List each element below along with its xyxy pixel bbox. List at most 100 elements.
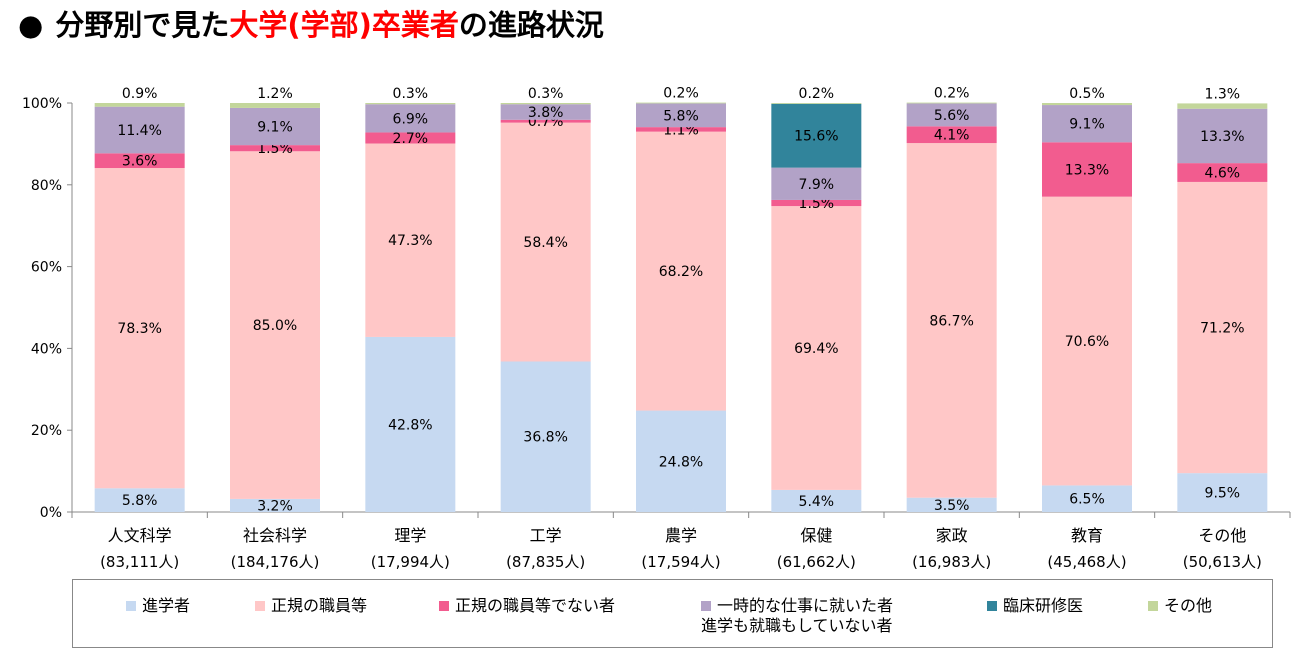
category-label: 社会科学 xyxy=(243,526,307,545)
chart-title: ● 分野別で見た大学(学部)卒業者の進路状況 xyxy=(18,2,604,48)
bar-segment xyxy=(906,102,997,104)
bar-segment xyxy=(906,103,997,127)
bar-segment xyxy=(906,143,997,498)
data-label: 9.1% xyxy=(257,120,293,136)
bar-segment xyxy=(365,143,456,337)
legend-item: 正規の職員等 xyxy=(255,596,367,616)
legend-swatch xyxy=(1148,601,1158,611)
category-count-label: (45,468人) xyxy=(1047,553,1126,571)
bar-segment xyxy=(771,167,862,200)
bar-segment xyxy=(636,410,726,512)
data-label: 1.2% xyxy=(257,86,293,102)
data-label: 3.2% xyxy=(257,498,293,514)
stacked-bar-chart: 0% 20% 40% 60% 80% 100% 5.8% 78.3% 3.6% 11.4% 0.9%… xyxy=(22,86,1291,571)
bar-segment xyxy=(1042,485,1132,512)
data-label: 11.4% xyxy=(117,123,161,139)
category-count-label: (83,111人) xyxy=(100,553,179,571)
bar-segment xyxy=(636,131,726,411)
data-label: 42.8% xyxy=(388,417,432,433)
data-label: 5.8% xyxy=(663,108,699,124)
bar-segment xyxy=(230,107,320,146)
category-label: 家政 xyxy=(936,526,968,545)
bar-segment xyxy=(771,489,862,512)
legend-swatch xyxy=(126,601,136,611)
bar-segment xyxy=(365,103,456,105)
title-part-3: の進路状況 xyxy=(458,8,604,42)
category-count-label: (17,594人) xyxy=(641,553,720,571)
bar-segment xyxy=(94,168,185,489)
bar-segment xyxy=(1042,142,1132,197)
data-label: 6.5% xyxy=(1069,492,1105,508)
data-label: 3.6% xyxy=(122,154,158,170)
bar-segment xyxy=(1042,196,1132,486)
data-label: 0.5% xyxy=(1069,86,1105,102)
data-label: 1.3% xyxy=(1205,86,1241,102)
data-label: 36.8% xyxy=(523,430,567,446)
bar-segment xyxy=(1177,103,1268,109)
bar-segment xyxy=(1177,181,1268,474)
bar-segment xyxy=(906,497,997,512)
data-label: 4.6% xyxy=(1205,166,1241,182)
legend-item: 進学者 xyxy=(126,596,190,616)
data-label: 0.2% xyxy=(663,86,699,102)
bar-segment xyxy=(1042,103,1132,106)
legend-swatch xyxy=(987,601,997,611)
legend-item: 臨床研修医 xyxy=(987,596,1083,616)
bar-segment xyxy=(230,498,320,512)
data-label: 85.0% xyxy=(253,318,297,334)
data-label: 2.7% xyxy=(393,131,429,147)
bar-segment xyxy=(636,103,726,128)
data-label: 24.8% xyxy=(659,454,703,470)
legend-label: 臨床研修医 xyxy=(1003,596,1084,615)
bar-segment xyxy=(771,103,862,104)
legend-item: その他 xyxy=(1148,596,1212,616)
data-label: 47.3% xyxy=(388,233,432,249)
bar-segment xyxy=(94,488,185,512)
bar-segment xyxy=(500,103,591,105)
data-label: 68.2% xyxy=(659,264,703,280)
category-label: 教育 xyxy=(1071,526,1103,545)
bar-segment xyxy=(500,361,591,512)
data-label: 70.6% xyxy=(1065,334,1109,350)
legend-label: 正規の職員等でない者 xyxy=(455,596,616,615)
y-tick-label: 20% xyxy=(31,423,62,439)
bar-segment xyxy=(1177,473,1268,512)
bar-segment xyxy=(230,151,320,499)
category-label: 理学 xyxy=(394,526,426,545)
bar-segment xyxy=(230,145,320,152)
legend-label: 進学者 xyxy=(142,596,191,615)
data-label: 4.1% xyxy=(934,128,970,144)
data-label: 9.1% xyxy=(1069,117,1105,133)
data-label: 0.2% xyxy=(934,86,970,102)
y-tick-label: 100% xyxy=(22,96,62,112)
legend-swatch xyxy=(439,601,449,611)
data-label: 3.8% xyxy=(528,105,564,121)
data-label: 0.3% xyxy=(393,86,429,102)
category-count-label: (50,613人) xyxy=(1183,553,1262,571)
legend-label: 進学も就職もしていない者 xyxy=(701,616,893,635)
bar-segment xyxy=(1177,108,1268,164)
data-label: 58.4% xyxy=(523,235,567,251)
bar-segment xyxy=(1177,163,1268,182)
bar-segment xyxy=(365,104,456,133)
data-label: 69.4% xyxy=(794,341,838,357)
y-tick-label: 80% xyxy=(31,178,62,194)
bar-segment xyxy=(636,127,726,132)
bar-segment xyxy=(94,106,185,154)
bar-segment xyxy=(94,153,185,169)
title-part-highlight: 大学(学部)卒業者 xyxy=(229,8,459,42)
data-label: 0.9% xyxy=(122,86,158,102)
bar-segment xyxy=(771,103,862,168)
data-label: 13.3% xyxy=(1065,162,1109,178)
data-label: 86.7% xyxy=(929,313,973,329)
data-label: 5.6% xyxy=(934,108,970,124)
category-label: 農学 xyxy=(665,526,697,545)
data-label: 0.2% xyxy=(799,86,835,102)
data-label: 5.4% xyxy=(799,494,835,510)
category-label: その他 xyxy=(1198,526,1246,545)
bar-segment xyxy=(500,104,591,120)
bar-segment xyxy=(94,103,185,107)
bar-segment xyxy=(1042,105,1132,143)
legend-label: 正規の職員等 xyxy=(271,596,368,615)
category-label: 工学 xyxy=(530,526,562,545)
